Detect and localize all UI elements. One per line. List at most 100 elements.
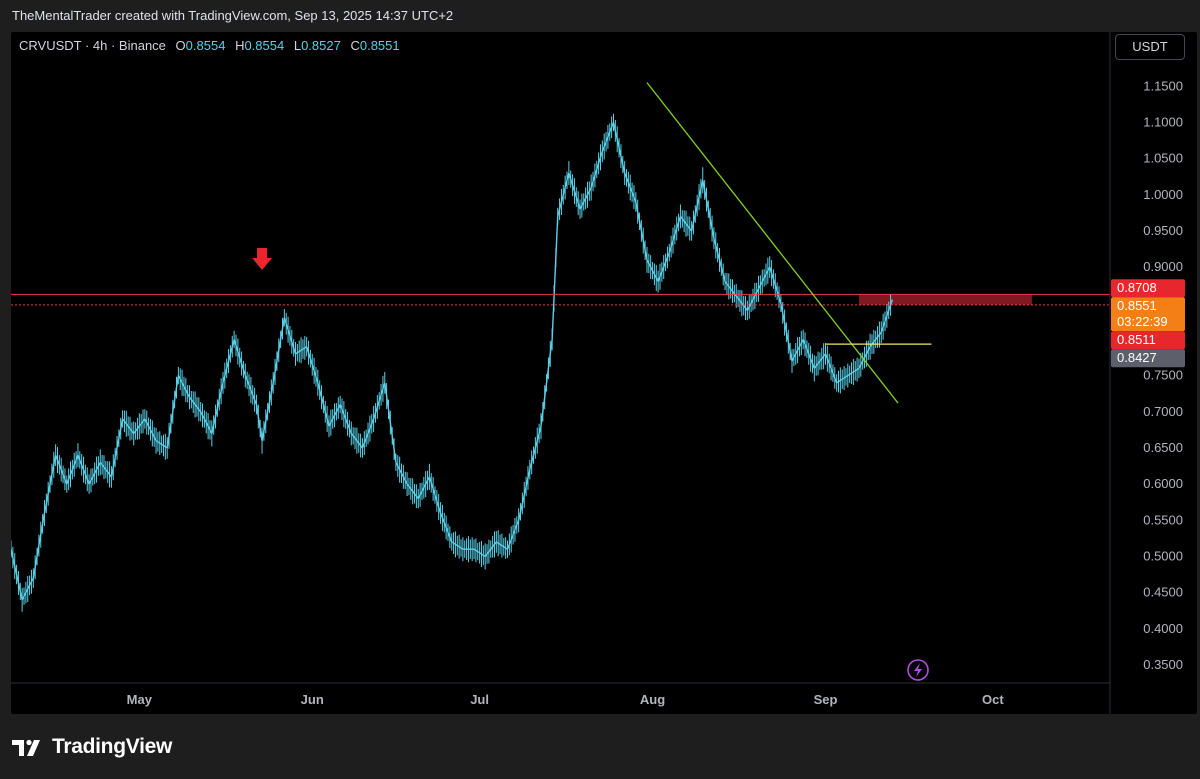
attribution-header: TheMentalTrader created with TradingView… <box>12 8 454 23</box>
y-tick-label: 0.6500 <box>1143 440 1183 455</box>
price-segment <box>88 456 101 494</box>
y-tick-label: 0.5500 <box>1143 512 1183 527</box>
price-segment <box>702 167 715 242</box>
price-segment <box>847 357 860 388</box>
countdown-label: 03:22:39 <box>1117 314 1168 329</box>
price-segment <box>506 516 520 558</box>
price-path <box>110 418 124 477</box>
price-segment <box>439 502 453 548</box>
price-path <box>255 404 263 441</box>
price-segment <box>713 227 726 286</box>
price-path <box>155 440 168 449</box>
price-path <box>295 346 308 355</box>
x-tick-label: Aug <box>640 692 665 707</box>
price-axis-label: 0.8427 <box>1111 349 1185 368</box>
price-segment <box>110 417 124 488</box>
price-segment <box>361 414 375 458</box>
price-path <box>517 469 531 521</box>
price-segment <box>880 294 894 344</box>
lightning-icon[interactable] <box>907 659 929 681</box>
price-path <box>361 418 375 449</box>
price-path <box>133 418 146 434</box>
price-path <box>824 353 838 384</box>
price-path <box>339 404 352 434</box>
price-segment <box>495 530 508 559</box>
price-label-bg <box>1111 297 1185 332</box>
y-tick-label: 0.9500 <box>1143 223 1183 238</box>
price-path <box>769 266 782 304</box>
price-path <box>350 433 364 449</box>
price-segment <box>133 409 146 446</box>
price-path <box>32 512 46 579</box>
price-segment <box>529 423 542 480</box>
price-path <box>144 418 157 442</box>
price-segment <box>244 363 258 412</box>
price-path <box>21 577 34 601</box>
price-path <box>506 519 520 550</box>
x-tick-label: Jul <box>470 692 489 707</box>
price-path <box>77 454 90 485</box>
price-segment <box>188 385 202 422</box>
price-path <box>579 187 592 210</box>
y-tick-label: 1.1000 <box>1143 114 1183 129</box>
price-segment <box>328 397 341 438</box>
price-segment <box>166 375 180 459</box>
price-path <box>495 541 508 550</box>
price-segment <box>451 531 464 559</box>
tradingview-brand[interactable]: TradingView <box>12 733 172 761</box>
price-segment <box>757 257 771 302</box>
price-segment <box>869 321 882 360</box>
price-path <box>200 411 213 434</box>
price-path <box>261 382 274 441</box>
close-label: C <box>350 38 360 53</box>
price-path <box>88 462 101 485</box>
price-path <box>601 122 615 152</box>
price-path <box>188 396 202 413</box>
price-segment <box>612 113 626 174</box>
price-label-bg <box>1111 349 1185 368</box>
price-segment <box>791 331 804 374</box>
price-path <box>439 512 453 543</box>
price-path <box>395 462 408 485</box>
price-path <box>417 476 431 499</box>
x-tick-label: Jun <box>301 692 324 707</box>
price-path <box>328 404 341 427</box>
price-segment <box>11 540 23 601</box>
price-path <box>166 375 180 449</box>
price-path <box>306 346 319 384</box>
currency-button[interactable]: USDT <box>1115 34 1185 60</box>
price-segment <box>66 451 79 493</box>
price-segment <box>579 181 592 219</box>
price-segment <box>724 272 737 304</box>
price-path <box>713 237 726 282</box>
price-path <box>724 281 737 297</box>
price-segment <box>802 329 815 374</box>
price-path <box>99 461 112 478</box>
price-path <box>529 426 542 470</box>
price-segment <box>813 343 827 382</box>
price-segment <box>177 366 191 403</box>
price-path <box>177 375 191 398</box>
y-tick-label: 0.4500 <box>1143 585 1183 600</box>
price-path <box>551 216 559 340</box>
price-path <box>780 303 793 362</box>
y-tick-label: 0.5000 <box>1143 548 1183 563</box>
price-label-text: 0.8427 <box>1117 350 1157 365</box>
price-segment <box>836 366 849 394</box>
price-segment <box>462 536 475 563</box>
price-path <box>746 288 760 311</box>
down-arrow-marker <box>252 247 273 270</box>
price-chart[interactable]: 1.20001.15001.10001.05001.00000.95000.90… <box>11 32 1197 714</box>
price-label-text: 0.8511 <box>1117 332 1156 347</box>
price-path <box>272 317 286 383</box>
price-axis-label: 0.8708 <box>1111 279 1185 298</box>
price-path <box>757 266 771 290</box>
y-tick-label: 0.7000 <box>1143 404 1183 419</box>
price-segment <box>233 330 246 379</box>
open-value: 0.8554 <box>185 38 226 53</box>
x-tick-label: May <box>127 692 153 707</box>
price-path <box>612 122 626 174</box>
chart-frame[interactable]: CRVUSDT · 4h · Binance O0.8554 H0.8554 L… <box>11 32 1197 714</box>
price-path <box>702 180 715 239</box>
